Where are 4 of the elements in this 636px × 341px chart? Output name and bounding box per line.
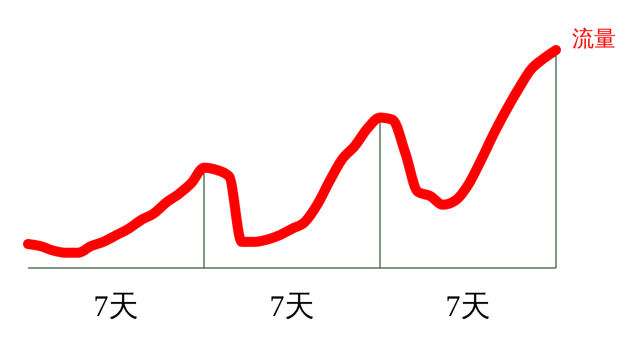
series-label: 流量 xyxy=(572,26,616,51)
text: 7天 xyxy=(446,290,490,323)
text: 7天 xyxy=(270,290,314,323)
text: 7天 xyxy=(94,290,138,323)
